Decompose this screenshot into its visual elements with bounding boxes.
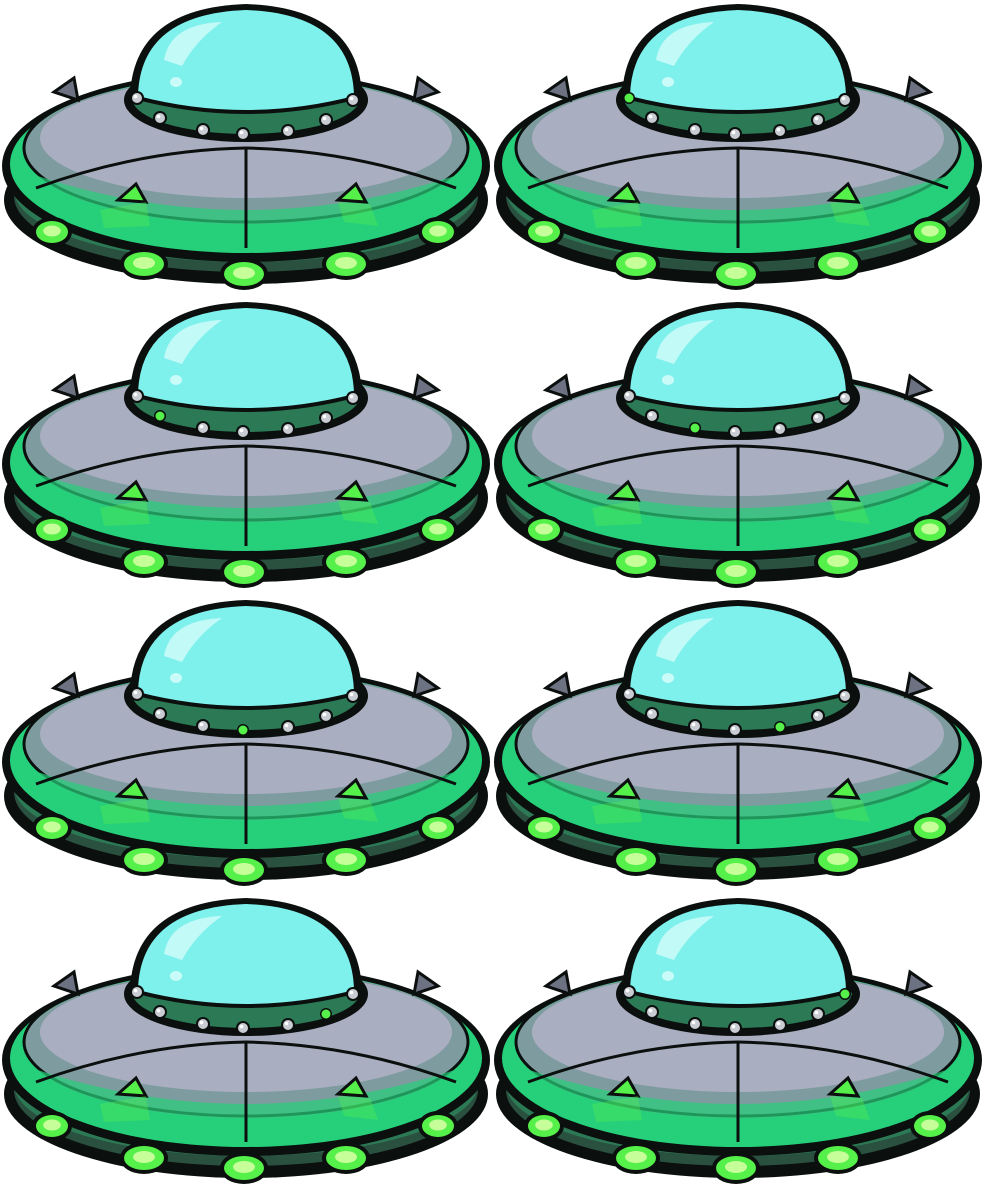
ufo-icon	[2, 302, 490, 588]
ufo-frame-8	[492, 894, 984, 1192]
ufo-icon	[494, 600, 982, 886]
ufo-frame-2	[492, 0, 984, 298]
ufo-frame-3	[0, 298, 492, 596]
ufo-frame-5	[0, 596, 492, 894]
ufo-frame-7	[0, 894, 492, 1192]
ufo-icon	[2, 600, 490, 886]
ufo-frame-6	[492, 596, 984, 894]
ufo-frame-4	[492, 298, 984, 596]
ufo-icon	[2, 4, 490, 290]
ufo-frame-1	[0, 0, 492, 298]
ufo-icon	[2, 898, 490, 1184]
ufo-icon	[494, 302, 982, 588]
ufo-icon	[494, 898, 982, 1184]
ufo-icon	[494, 4, 982, 290]
